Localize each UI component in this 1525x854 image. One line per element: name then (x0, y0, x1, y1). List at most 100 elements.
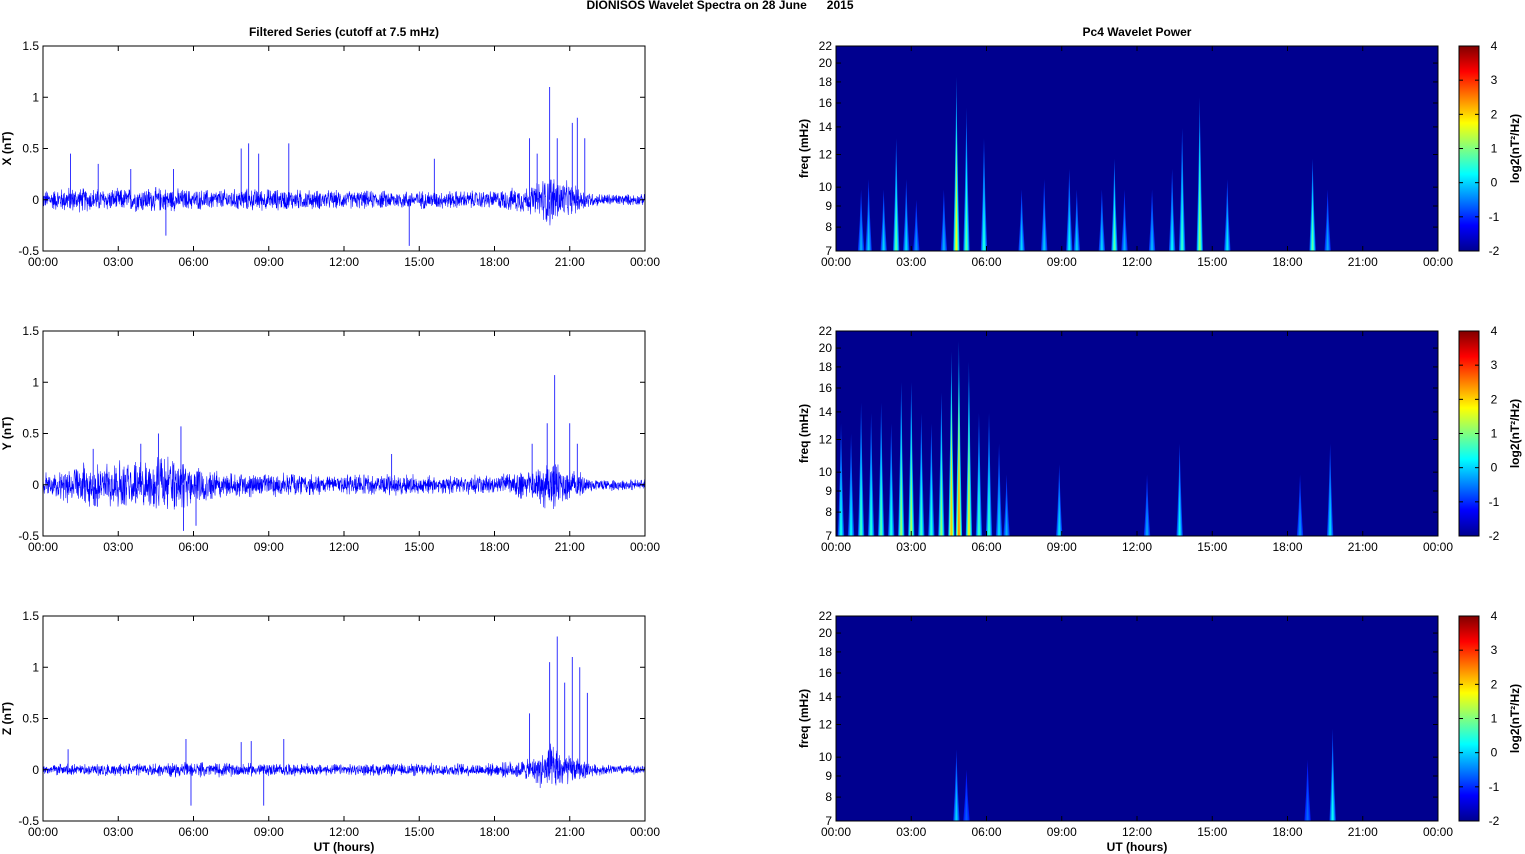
power-burst (850, 489, 852, 536)
x-tick-label: 15:00 (1197, 540, 1227, 554)
colorbar-tick-label: -1 (1489, 495, 1500, 509)
power-burst (1123, 223, 1126, 251)
x-tick-label: 03:00 (103, 540, 133, 554)
y-tick-label: 18 (819, 360, 833, 374)
y-axis-label: freq (mHz) (797, 689, 811, 748)
y-tick-label: 12 (819, 148, 833, 162)
x-tick-label: 21:00 (555, 825, 585, 839)
power-burst (1076, 223, 1078, 251)
power-burst (965, 797, 968, 821)
power-burst (1326, 223, 1329, 251)
power-burst (920, 480, 922, 536)
y-tick-label: 22 (819, 39, 833, 53)
y-tick-label: 0.5 (22, 712, 39, 726)
x-tick-label: 06:00 (971, 255, 1001, 269)
power-burst (860, 476, 862, 536)
plot-area (43, 46, 645, 251)
y-tick-label: 1.5 (22, 609, 39, 623)
x-tick-label: 09:00 (1047, 540, 1077, 554)
x-tick-label: 00:00 (630, 255, 660, 269)
power-burst (1113, 209, 1116, 251)
power-burst (1146, 508, 1148, 536)
power-burst (1171, 214, 1173, 251)
x-series-panel: 00:00 03:00 06:00 09:00 12:00 15:00 18:00 21:00… (0, 39, 660, 269)
y-tick-label: 1.5 (22, 324, 39, 338)
x-axis-label: UT (hours) (1107, 840, 1168, 854)
z-series-panel: 00:00 03:00 06:00 09:00 12:00 15:00 18:00 21:00… (0, 609, 660, 854)
x-tick-label: 21:00 (1348, 825, 1378, 839)
x-tick-label: 21:00 (1348, 540, 1378, 554)
x-tick-label: 18:00 (479, 825, 509, 839)
x-tick-label: 12:00 (329, 540, 359, 554)
x-tick-label: 18:00 (479, 540, 509, 554)
y-tick-label: -0.5 (18, 244, 39, 258)
x-tick-label: 09:00 (254, 825, 284, 839)
power-burst (905, 218, 907, 251)
y-axis-label: freq (mHz) (797, 119, 811, 178)
trace-line (42, 179, 646, 226)
plot-area (43, 616, 645, 821)
trace-line (42, 456, 646, 510)
x-tick-label: 03:00 (103, 255, 133, 269)
power-burst (1181, 195, 1183, 251)
colorbar-label: log2(nT²/Hz) (1508, 684, 1522, 753)
power-burst (1101, 223, 1103, 251)
colorbar: -2 -1 0 1 2 3 4 log2(nT²/Hz) (1458, 39, 1522, 258)
plot-area (836, 616, 1438, 821)
x-tick-label: 18:00 (1272, 540, 1302, 554)
y-tick-label: 0 (32, 763, 39, 777)
power-burst (1306, 793, 1309, 821)
power-burst (998, 494, 1000, 536)
power-burst (1311, 209, 1314, 251)
colorbar-tick-label: 2 (1491, 107, 1498, 121)
power-burst (1332, 779, 1334, 821)
x-tick-label: 21:00 (555, 540, 585, 554)
y-tick-label: 0 (32, 478, 39, 492)
power-burst (1199, 181, 1201, 251)
x-tick-label: 00:00 (821, 540, 851, 554)
y-tick-label: 8 (825, 505, 832, 519)
wavelet-panel-title: Pc4 Wavelet Power (1083, 25, 1192, 39)
power-burst (1151, 223, 1153, 251)
trace-line (42, 743, 646, 788)
x-tick-label: 18:00 (1272, 825, 1302, 839)
colorbar-tick-label: -2 (1489, 244, 1500, 258)
x-tick-label: 12:00 (329, 825, 359, 839)
power-burst (900, 466, 902, 536)
y-tick-label: 0.5 (22, 427, 39, 441)
y-tick-label: 18 (819, 75, 833, 89)
power-burst (883, 223, 885, 251)
y-tick-label: 1 (32, 90, 39, 104)
colorbar-tick-label: -1 (1489, 210, 1500, 224)
x-tick-label: 00:00 (821, 825, 851, 839)
x-tick-label: 00:00 (28, 825, 58, 839)
colorbar-label: log2(nT²/Hz) (1508, 399, 1522, 468)
y-wavelet-power (837, 341, 1334, 536)
plot-area (836, 331, 1438, 536)
power-burst (1020, 223, 1023, 251)
colorbar-tick-label: 2 (1491, 392, 1498, 406)
axis-ticks: 00:00 03:00 06:00 09:00 12:00 15:00 18:00 21:00… (18, 324, 660, 554)
y-tick-label: 22 (819, 324, 833, 338)
x-series-trace (42, 87, 646, 246)
x-tick-label: 21:00 (1348, 255, 1378, 269)
y-tick-label: 20 (819, 56, 833, 70)
axis-ticks: 00:00 03:00 06:00 09:00 12:00 15:00 18:00 21:00… (819, 39, 1454, 269)
y-series-panel: 00:00 03:00 06:00 09:00 12:00 15:00 18:00 21:00… (0, 324, 660, 554)
x-tick-label: 09:00 (1047, 825, 1077, 839)
colorbar-tick-label: 4 (1491, 324, 1498, 338)
y-tick-label: 10 (819, 465, 833, 479)
power-burst (965, 186, 968, 251)
power-burst (988, 480, 990, 536)
power-burst (880, 476, 882, 536)
x-tick-label: 00:00 (1423, 540, 1453, 554)
y-tick-label: 12 (819, 718, 833, 732)
power-burst (943, 223, 945, 251)
power-burst (895, 200, 897, 251)
x-tick-label: 06:00 (971, 825, 1001, 839)
power-burst (1226, 218, 1228, 251)
z-series-trace (42, 636, 646, 806)
series-panel-title: Filtered Series (cutoff at 7.5 mHz) (249, 25, 439, 39)
x-tick-label: 03:00 (896, 825, 926, 839)
x-tick-label: 12:00 (1122, 825, 1152, 839)
